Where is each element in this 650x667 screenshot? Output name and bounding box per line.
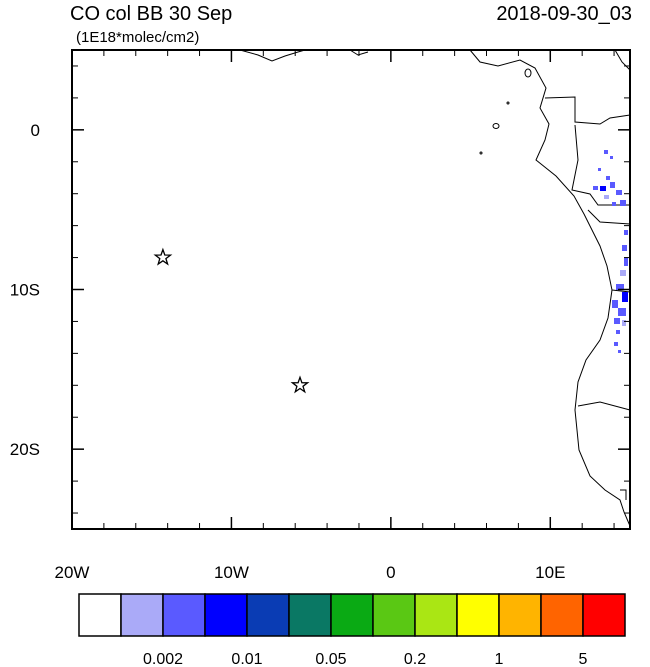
colorbar-box xyxy=(288,593,332,637)
colorbar-box xyxy=(78,593,122,637)
time-label: 2018-09-30_03 xyxy=(496,3,632,25)
coastline xyxy=(239,49,631,527)
colorbar-box xyxy=(372,593,416,637)
title: CO col BB 30 Sep xyxy=(70,3,232,25)
y-tick-label: 20S xyxy=(10,440,40,459)
colorbar-label: 0.05 xyxy=(315,651,346,667)
colorbar-label: 1 xyxy=(495,651,504,667)
colorbar-box xyxy=(120,593,164,637)
y-tick-label: 10S xyxy=(10,281,40,300)
colorbar-box xyxy=(540,593,584,637)
colorbar-box xyxy=(330,593,374,637)
colorbar-label: 0.01 xyxy=(231,651,262,667)
colorbar-label: 5 xyxy=(579,651,588,667)
colorbar-box xyxy=(456,593,500,637)
x-tick-label: 10W xyxy=(214,563,249,582)
colorbar-box xyxy=(162,593,206,637)
x-tick-label: 20W xyxy=(55,563,90,582)
units-label: (1E18*molec/cm2) xyxy=(76,29,199,46)
x-tick-label: 0 xyxy=(386,563,395,582)
x-tick-label: 10E xyxy=(535,563,565,582)
plume xyxy=(593,150,628,353)
colorbar-box xyxy=(582,593,626,637)
colorbar-label: 0.002 xyxy=(143,651,183,667)
map-frame xyxy=(71,49,631,530)
y-tick-label: 0 xyxy=(31,121,40,140)
colorbar-box xyxy=(204,593,248,637)
star-marker xyxy=(290,375,310,394)
star-marker xyxy=(153,247,173,266)
colorbar-box xyxy=(246,593,290,637)
colorbar-box xyxy=(414,593,458,637)
colorbar-box xyxy=(498,593,542,637)
colorbar-label: 0.2 xyxy=(404,651,426,667)
